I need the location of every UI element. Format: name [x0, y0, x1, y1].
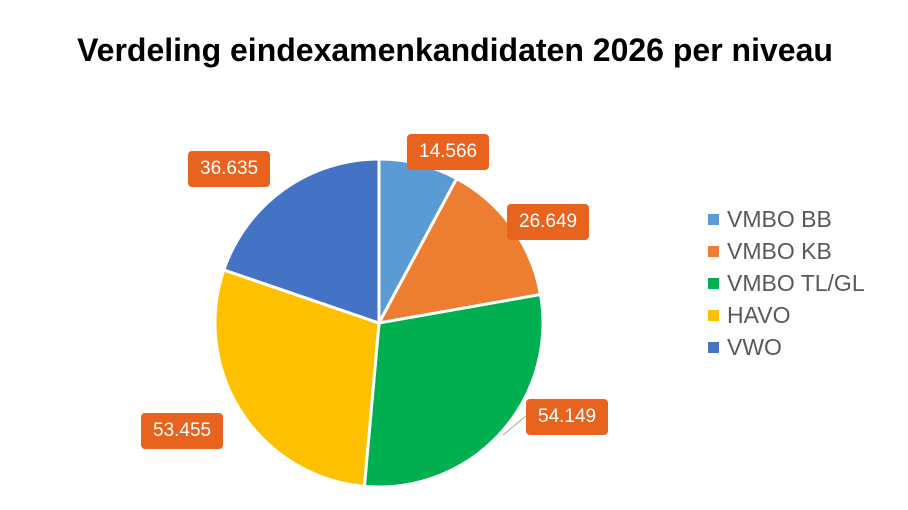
legend-label: VMBO BB [727, 205, 832, 232]
chart-legend: VMBO BB VMBO KB VMBO TL/GL HAVO VWO [708, 203, 865, 363]
legend-swatch [708, 245, 719, 257]
pie-slice-vwo [222, 157, 381, 325]
legend-label: VMBO KB [727, 237, 832, 264]
legend-item: VWO [708, 331, 865, 363]
pie-slice-vmbo-tl-gl [362, 293, 545, 489]
legend-item: VMBO TL/GL [708, 267, 865, 299]
data-label: 14.566 [407, 134, 490, 170]
legend-swatch [708, 309, 719, 321]
chart-title: Verdeling eindexamenkandidaten 2026 per … [77, 32, 833, 68]
legend-label: VWO [727, 333, 782, 360]
leader-line [502, 415, 527, 436]
data-label: 26.649 [507, 204, 590, 240]
legend-label: HAVO [727, 301, 791, 328]
legend-swatch [708, 341, 719, 353]
data-label: 54.149 [526, 399, 609, 435]
legend-item: HAVO [708, 299, 865, 331]
data-label: 36.635 [188, 151, 271, 187]
legend-swatch [708, 213, 719, 225]
legend-swatch [708, 277, 719, 289]
legend-item: VMBO BB [708, 203, 865, 235]
legend-label: VMBO TL/GL [727, 269, 865, 296]
data-label: 53.455 [141, 413, 224, 449]
pie-slice-havo [213, 268, 381, 488]
legend-item: VMBO KB [708, 235, 865, 267]
